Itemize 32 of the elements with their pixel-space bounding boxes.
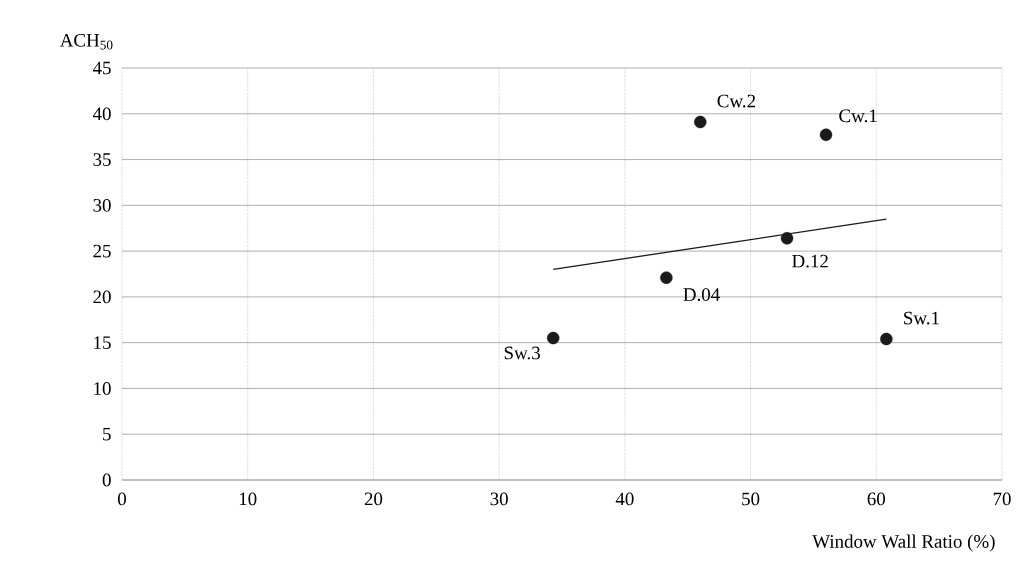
y-tick-label: 30 [93,198,111,212]
y-tick-label: 10 [94,382,111,395]
x-tick-label: 30 [490,492,508,506]
x-tick-label: 10 [239,492,257,506]
annotation: Sw.1 [904,311,939,325]
x-tick-label: 70 [993,492,1011,506]
x-tick-label: 20 [364,492,383,506]
y-tick-label: 45 [92,61,111,75]
point [660,271,673,284]
annotation: Sw.3 [504,346,540,360]
y-tick-label: 5 [103,427,111,441]
point [694,115,707,129]
y-tick-label: 20 [93,290,111,304]
y-axis-title: ACH$_{50}$ [59,33,113,50]
y-tick-label: 25 [93,244,111,258]
x-axis-title: Window Wall Ratio (%) [812,534,995,552]
y-tick-label: 0 [102,473,111,487]
point [819,128,833,142]
x-tick-label: 60 [867,492,886,506]
annotation: D.04 [683,288,720,302]
annotation: D.12 [792,254,828,268]
y-tick-label: 15 [94,336,111,350]
point [780,232,794,245]
x-tick-label: 50 [742,492,760,506]
x-tick-label: 0 [117,492,126,506]
point [547,331,560,345]
point [880,332,893,346]
x-tick-label: 40 [615,492,634,506]
annotation: Cw.1 [839,109,877,123]
annotation: Cw.2 [717,94,756,108]
y-tick-label: 40 [92,107,111,121]
y-tick-label: 35 [93,153,111,166]
